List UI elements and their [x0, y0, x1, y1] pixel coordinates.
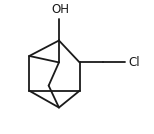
Text: OH: OH	[51, 3, 69, 16]
Text: Cl: Cl	[129, 56, 140, 69]
